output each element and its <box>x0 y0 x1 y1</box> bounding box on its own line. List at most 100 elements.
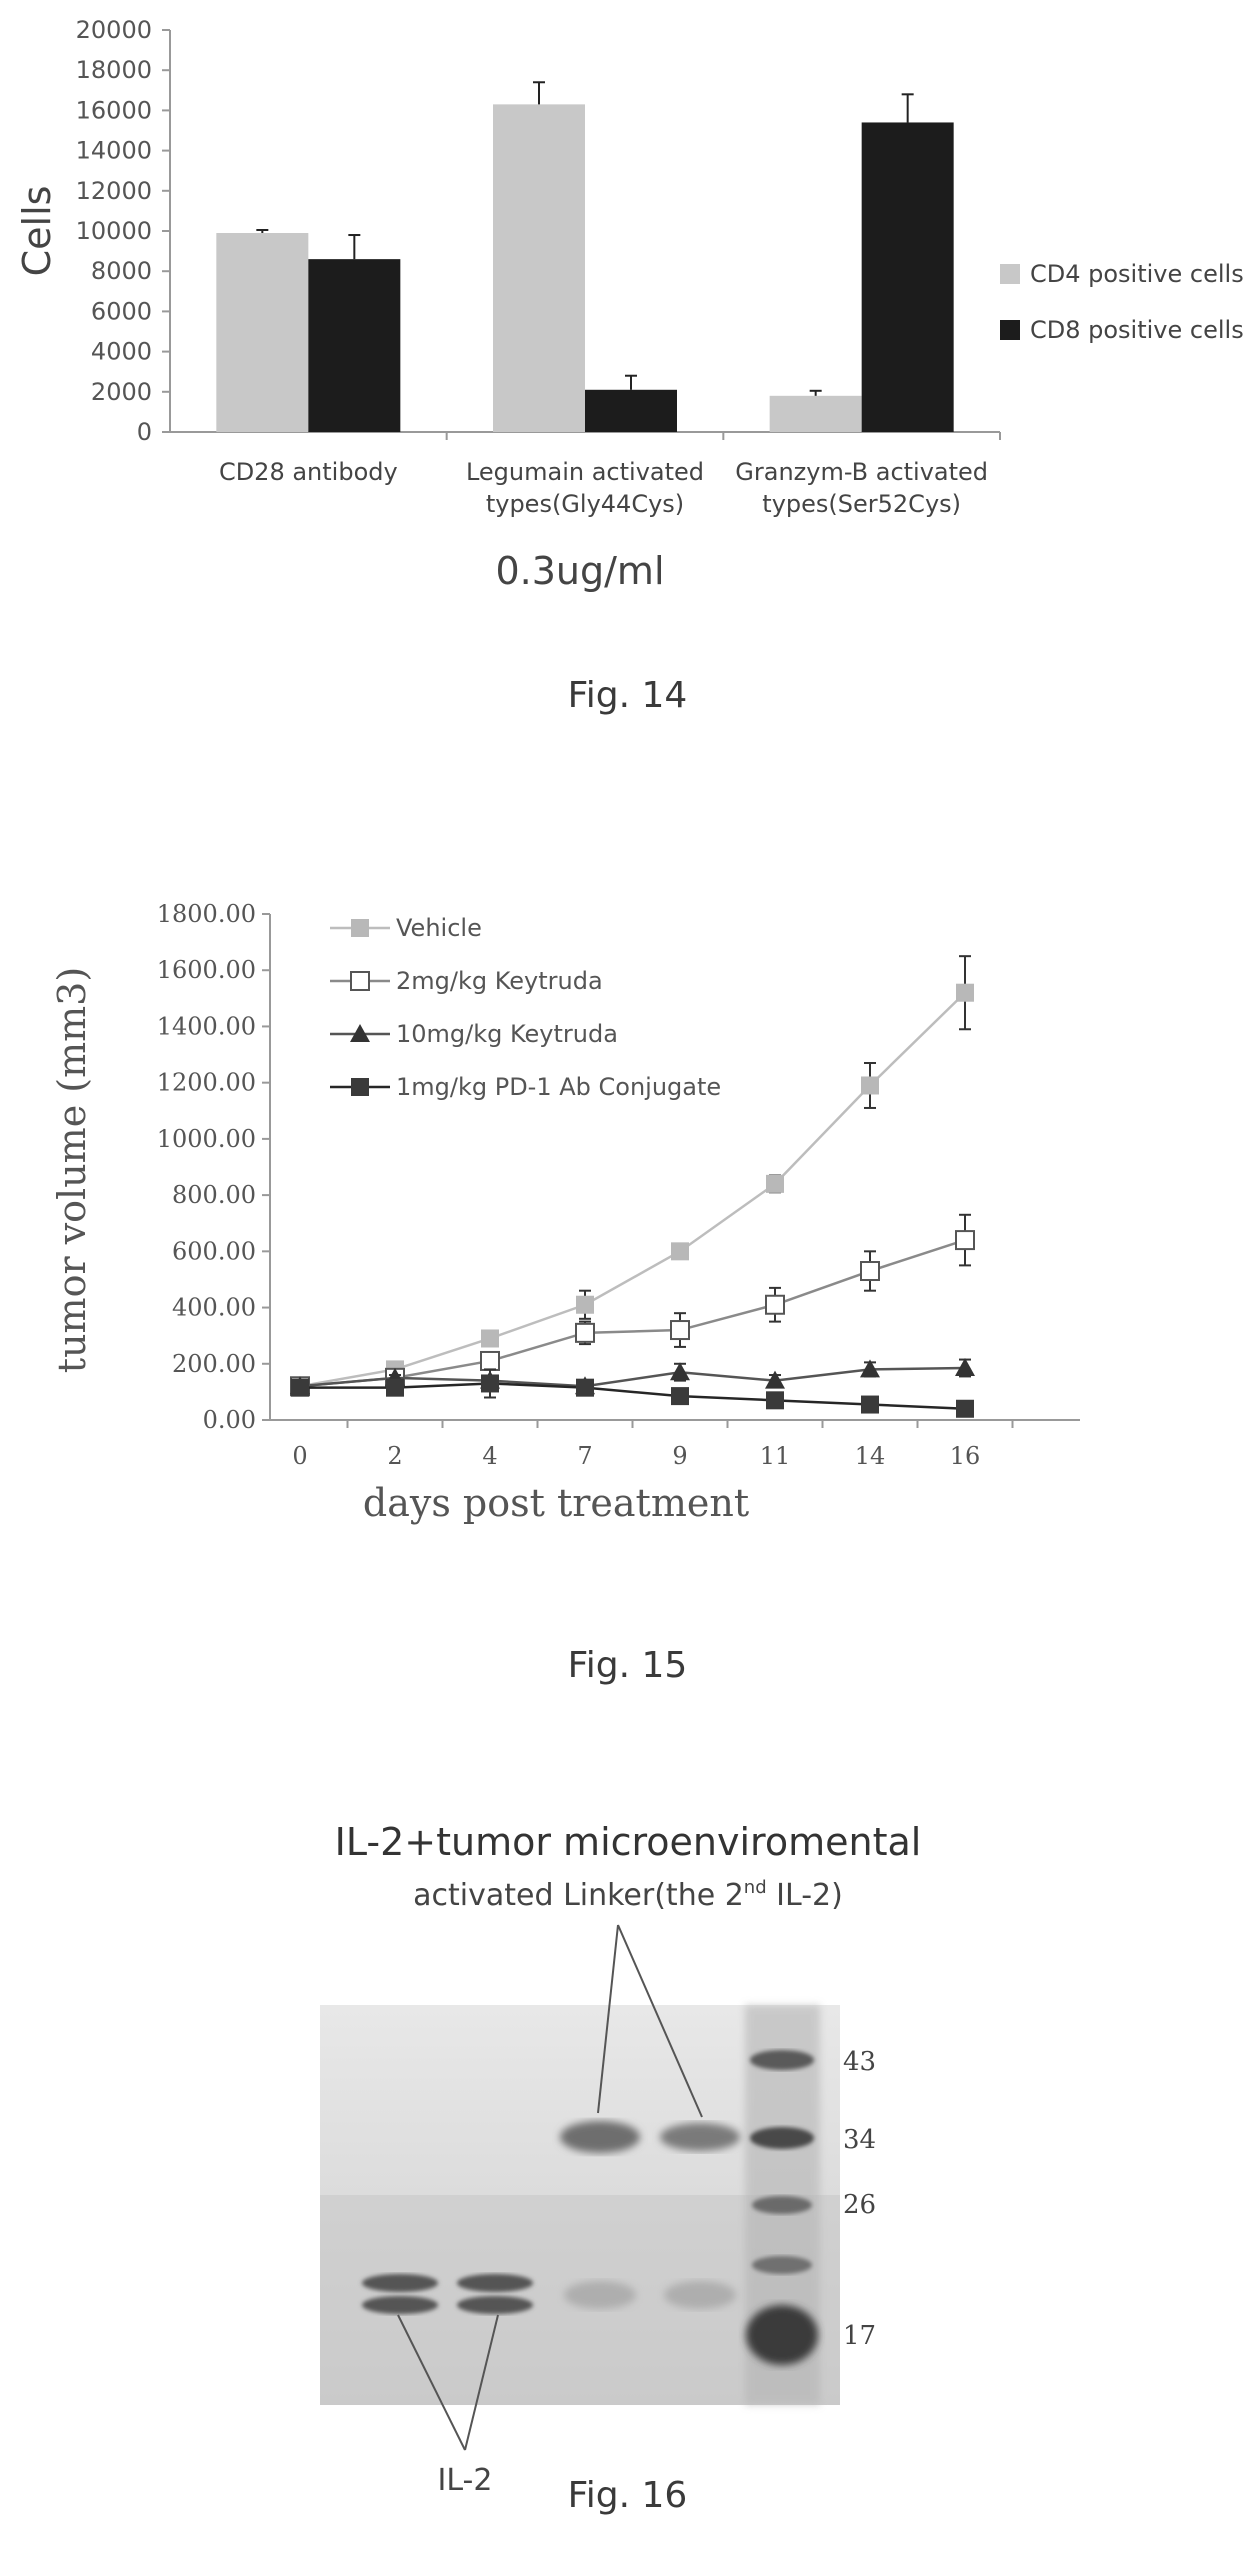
bar <box>769 395 862 432</box>
point <box>291 1378 309 1397</box>
legend-label: 10mg/kg Keytruda <box>396 1020 618 1048</box>
ladder-band-17 <box>746 2305 818 2365</box>
ladder-label-26: 26 <box>843 2190 876 2220</box>
point <box>765 1294 785 1315</box>
point <box>956 1399 974 1418</box>
legend-label: CD4 positive cells <box>1030 260 1244 288</box>
ladder-band-26 <box>752 2196 812 2214</box>
ladder-label-34: 34 <box>843 2125 876 2155</box>
legend-label: Vehicle <box>396 914 482 942</box>
bar <box>861 122 954 433</box>
bar <box>308 259 401 432</box>
point <box>766 1174 784 1193</box>
ladder-band-20 <box>752 2256 812 2274</box>
linker-band-lane3 <box>560 2121 640 2153</box>
point <box>956 983 974 1002</box>
fig16-gel-image: IL-2+tumor microenviromental activated L… <box>320 1820 922 2498</box>
ladder-band-43 <box>750 2050 814 2070</box>
x-tick-label: types(Gly44Cys) <box>486 490 684 518</box>
x-tick-label: CD28 antibody <box>219 458 398 486</box>
point <box>350 971 370 991</box>
y-axis-title: Cells <box>15 186 59 277</box>
bar <box>493 104 585 433</box>
legend: Vehicle 2mg/kg Keytruda 10mg/kg Keytruda 1m… <box>330 914 721 1101</box>
y-tick-label: 14000 <box>76 137 152 165</box>
series <box>290 1213 975 1397</box>
x-tick-label: 4 <box>482 1442 497 1470</box>
y-tick-label: 20000 <box>76 16 152 44</box>
legend-label: 2mg/kg Keytruda <box>396 967 603 995</box>
point <box>766 1391 784 1410</box>
y-tick-label: 400.00 <box>172 1294 256 1322</box>
ladder-label-17: 17 <box>843 2321 876 2351</box>
point <box>765 1370 785 1389</box>
point <box>351 1078 369 1096</box>
pointer-line <box>617 1924 703 2118</box>
faint-band-lane4 <box>664 2281 736 2309</box>
bar <box>216 233 309 432</box>
y-tick-label: 2000 <box>91 378 152 406</box>
series-line <box>300 1382 966 1411</box>
point <box>955 1357 975 1376</box>
series <box>291 955 974 1396</box>
series-line <box>299 1366 966 1388</box>
y-tick-label: 8000 <box>91 257 152 285</box>
pointer-line <box>464 2314 499 2451</box>
point <box>861 1395 879 1414</box>
point <box>671 1387 689 1406</box>
fig14-bar-chart: 0 2000 4000 6000 8000 10000 12000 14000 16000 180… <box>15 16 1244 593</box>
y-tick-label: 1200.00 <box>157 1069 256 1097</box>
y-tick-label: 0.00 <box>203 1406 256 1434</box>
point <box>861 1076 879 1095</box>
point <box>386 1378 404 1397</box>
y-tick-label: 0 <box>137 418 152 446</box>
y-tick-label: 4000 <box>91 338 152 366</box>
pointer-line <box>397 2314 466 2451</box>
point <box>671 1242 689 1261</box>
y-axis-title: tumor volume (mm3) <box>50 967 94 1373</box>
x-tick-label: 0 <box>292 1442 307 1470</box>
ladder-label-43: 43 <box>843 2047 876 2077</box>
y-tick-label: 200.00 <box>172 1350 256 1378</box>
y-tick-label: 6000 <box>91 297 152 325</box>
figure-caption: Fig. 16 <box>567 2475 688 2516</box>
y-tick-label: 800.00 <box>172 1181 256 1209</box>
point <box>575 1322 595 1343</box>
legend-swatch <box>1000 264 1020 284</box>
x-tick-label: Legumain activated <box>466 458 704 486</box>
il2-band-lane1-lower <box>362 2296 438 2314</box>
point <box>576 1378 594 1397</box>
y-tick-label: 1600.00 <box>157 956 256 984</box>
x-tick-label: 16 <box>950 1442 981 1470</box>
series-line <box>299 991 966 1388</box>
faint-band-lane3 <box>564 2281 636 2309</box>
x-tick-label: 7 <box>577 1442 592 1470</box>
x-tick-label: 2 <box>387 1442 402 1470</box>
figure-caption: Fig. 15 <box>567 1645 688 1686</box>
gel-subtitle: activated Linker(the 2nd IL-2) <box>413 1877 843 1913</box>
il2-band-lane1-upper <box>362 2274 438 2292</box>
figure-caption: Fig. 14 <box>567 675 688 716</box>
y-tick-label: 16000 <box>76 96 152 124</box>
series <box>291 1368 974 1418</box>
gel-title: IL-2+tumor microenviromental <box>335 1820 922 1864</box>
il2-label: IL-2 <box>438 2463 493 2498</box>
point <box>955 1230 975 1251</box>
x-tick-label: Granzym-B activated <box>735 458 988 486</box>
il2-band-lane2-upper <box>457 2274 533 2292</box>
y-tick-label: 12000 <box>76 177 152 205</box>
y-tick-label: 1000.00 <box>157 1125 256 1153</box>
y-tick-label: 18000 <box>76 56 152 84</box>
y-tick-label: 1400.00 <box>157 1012 256 1040</box>
ladder-band-34 <box>750 2127 814 2149</box>
point <box>576 1295 594 1314</box>
pointer-line <box>597 1924 619 2114</box>
il2-band-lane2-lower <box>457 2296 533 2314</box>
legend-swatch <box>1000 320 1020 340</box>
fig15-line-chart: 0.00 200.00 400.00 600.00 800.00 1000.00 1200.… <box>50 900 1080 1525</box>
legend-label: 1mg/kg PD-1 Ab Conjugate <box>396 1073 721 1101</box>
point <box>860 1359 880 1378</box>
point <box>481 1374 499 1393</box>
point <box>860 1261 880 1282</box>
series-line <box>299 1238 966 1388</box>
